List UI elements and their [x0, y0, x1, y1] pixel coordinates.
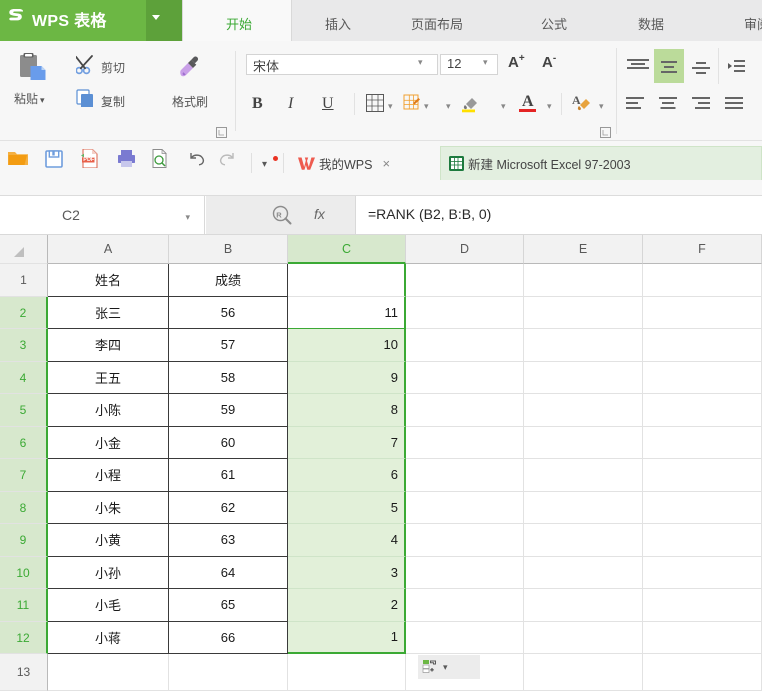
svg-text:R: R: [276, 210, 282, 219]
svg-text:A: A: [572, 93, 581, 107]
svg-text:PDF: PDF: [83, 157, 95, 163]
